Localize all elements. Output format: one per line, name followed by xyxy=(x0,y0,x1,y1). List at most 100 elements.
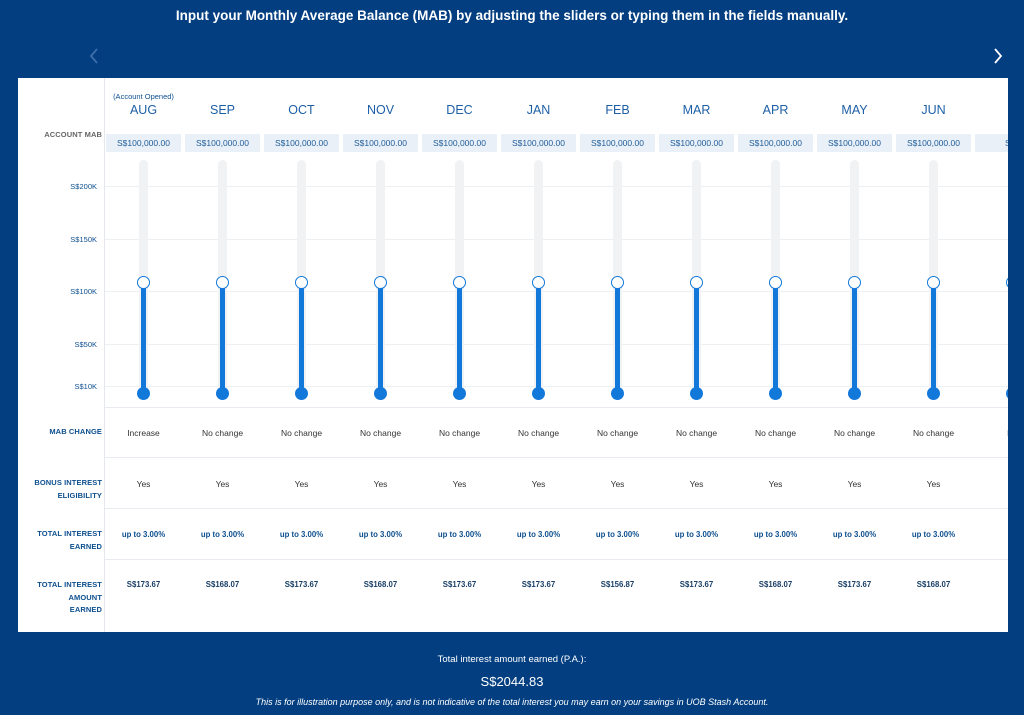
prev-month-button[interactable] xyxy=(82,44,106,68)
month-column: (Account Opened) AUG S$100,000.00 Increase Y… xyxy=(104,78,183,632)
mab-slider-handle[interactable] xyxy=(532,275,545,289)
mab-input-field[interactable]: S$1 xyxy=(975,134,1008,152)
bonus-eligibility-value: Yes xyxy=(847,479,862,489)
month-column: MAY S$100,000.00 No change Yes up to 3.00% S$… xyxy=(815,78,894,632)
mab-input-field[interactable]: S$100,000.00 xyxy=(422,134,497,152)
row-divider xyxy=(104,407,1008,408)
row-label-line: TOTAL INTEREST xyxy=(37,580,102,589)
mab-slider-fill xyxy=(615,282,620,393)
mab-change-value: No change xyxy=(280,428,323,438)
mab-slider-handle[interactable] xyxy=(295,275,308,289)
interest-rate-value: up to 3.00% xyxy=(358,530,403,539)
row-label-total-interest-earned: TOTAL INTEREST EARNED xyxy=(18,528,102,553)
month-column: SEP S$100,000.00 No change Yes up to 3.00% S$… xyxy=(183,78,262,632)
mab-slider-handle[interactable] xyxy=(848,275,861,289)
mab-slider-min-handle xyxy=(453,387,466,400)
mab-slider-handle[interactable] xyxy=(137,275,150,289)
month-name: APR xyxy=(762,103,789,117)
interest-amount-value: S$168.07 xyxy=(758,580,793,589)
grid-line xyxy=(104,239,1008,240)
grid-line xyxy=(104,386,1008,387)
mab-slider-fill xyxy=(378,282,383,393)
mab-input-field[interactable]: S$100,000.00 xyxy=(343,134,418,152)
next-month-button[interactable] xyxy=(986,44,1010,68)
mab-change-value: No change xyxy=(833,428,876,438)
interest-rate-value: up to 3.00% xyxy=(674,530,719,539)
mab-slider-handle[interactable] xyxy=(611,275,624,289)
mab-slider-fill xyxy=(694,282,699,393)
chevron-right-icon xyxy=(994,48,1003,64)
row-label-total-interest-amount: TOTAL INTEREST AMOUNT EARNED xyxy=(18,579,102,617)
interest-amount-value: S$173.67 xyxy=(521,580,556,589)
disclaimer-note: This is for illustration purpose only, a… xyxy=(255,697,769,707)
bonus-eligibility-value: Yes xyxy=(136,479,151,489)
mab-slider-fill xyxy=(773,282,778,393)
interest-rate-value: up to 3.00% xyxy=(437,530,482,539)
interest-amount-value: S$156.87 xyxy=(600,580,635,589)
bonus-eligibility-value: Yes xyxy=(294,479,309,489)
row-label-line: ELIGIBILITY xyxy=(57,490,102,500)
month-name: MAY xyxy=(841,103,868,117)
mab-change-value: No change xyxy=(912,428,955,438)
mab-slider-fill xyxy=(931,282,936,393)
mab-change-value: No change xyxy=(201,428,244,438)
row-divider xyxy=(104,559,1008,560)
interest-amount-value: S$168.07 xyxy=(205,580,240,589)
row-label-line: BONUS INTEREST xyxy=(34,478,102,487)
mab-input-field[interactable]: S$100,000.00 xyxy=(580,134,655,152)
row-label-line: TOTAL INTEREST xyxy=(37,529,102,538)
mab-input-field[interactable]: S$100,000.00 xyxy=(896,134,971,152)
interest-rate-value: up to 3.00% xyxy=(121,530,166,539)
mab-input-field[interactable]: S$100,000.00 xyxy=(817,134,892,152)
mab-input-field[interactable]: S$100,000.00 xyxy=(659,134,734,152)
mab-calculator-panel: ACCOUNT MAB S$200K S$150K S$100K S$50K S… xyxy=(18,78,1008,632)
mab-slider-handle[interactable] xyxy=(690,275,703,289)
mab-input-field[interactable]: S$100,000.00 xyxy=(501,134,576,152)
mab-slider-handle[interactable] xyxy=(374,275,387,289)
mab-input-field[interactable]: S$100,000.00 xyxy=(738,134,813,152)
row-label-mab-change: MAB CHANGE xyxy=(49,427,102,436)
grid-line xyxy=(104,291,1008,292)
mab-slider-handle[interactable] xyxy=(1006,275,1008,289)
month-name: JUN xyxy=(921,103,946,117)
mab-slider-min-handle xyxy=(769,387,782,400)
month-column: FEB S$100,000.00 No change Yes up to 3.00% S$… xyxy=(578,78,657,632)
grid-line xyxy=(104,186,1008,187)
mab-input-field[interactable]: S$100,000.00 xyxy=(106,134,181,152)
mab-change-value: No change xyxy=(517,428,560,438)
mab-slider-handle[interactable] xyxy=(453,275,466,289)
row-divider xyxy=(104,508,1008,509)
interest-rate-value: up to 3.00% xyxy=(753,530,798,539)
mab-input-field[interactable]: S$100,000.00 xyxy=(185,134,260,152)
mab-slider-fill xyxy=(299,282,304,393)
bonus-eligibility-value: Yes xyxy=(452,479,467,489)
mab-slider-handle[interactable] xyxy=(769,275,782,289)
interest-amount-value: S$168.07 xyxy=(916,580,951,589)
month-name: SEP xyxy=(209,103,235,117)
month-name: JAN xyxy=(526,103,551,117)
bonus-eligibility-value: Yes xyxy=(373,479,388,489)
mab-change-value: No change xyxy=(754,428,797,438)
mab-slider-fill xyxy=(457,282,462,393)
month-column: APR S$100,000.00 No change Yes up to 3.00% S$… xyxy=(736,78,815,632)
bonus-eligibility-value: Yes xyxy=(531,479,546,489)
mab-slider-fill xyxy=(852,282,857,393)
mab-change-value: No change xyxy=(596,428,639,438)
month-column: JUN S$100,000.00 No change Yes up to 3.00% S$… xyxy=(894,78,973,632)
mab-slider-handle[interactable] xyxy=(927,275,940,289)
interest-rate-value: up xyxy=(973,530,1009,539)
mab-slider-fill xyxy=(220,282,225,393)
mab-input-field[interactable]: S$100,000.00 xyxy=(264,134,339,152)
mab-slider-min-handle xyxy=(216,387,229,400)
mab-slider-min-handle xyxy=(611,387,624,400)
mab-slider-min-handle xyxy=(532,387,545,400)
month-column: JAN S$100,000.00 No change Yes up to 3.00% S$… xyxy=(499,78,578,632)
month-column: DEC S$100,000.00 No change Yes up to 3.00% S$… xyxy=(420,78,499,632)
mab-slider-handle[interactable] xyxy=(216,275,229,289)
interest-rate-value: up to 3.00% xyxy=(911,530,956,539)
grid-line xyxy=(104,344,1008,345)
row-label-line: EARNED xyxy=(69,605,102,614)
month-column: MAR S$100,000.00 No change Yes up to 3.00% S$… xyxy=(657,78,736,632)
y-tick-10k: S$10K xyxy=(74,382,97,391)
bonus-eligibility-value: Yes xyxy=(610,479,625,489)
